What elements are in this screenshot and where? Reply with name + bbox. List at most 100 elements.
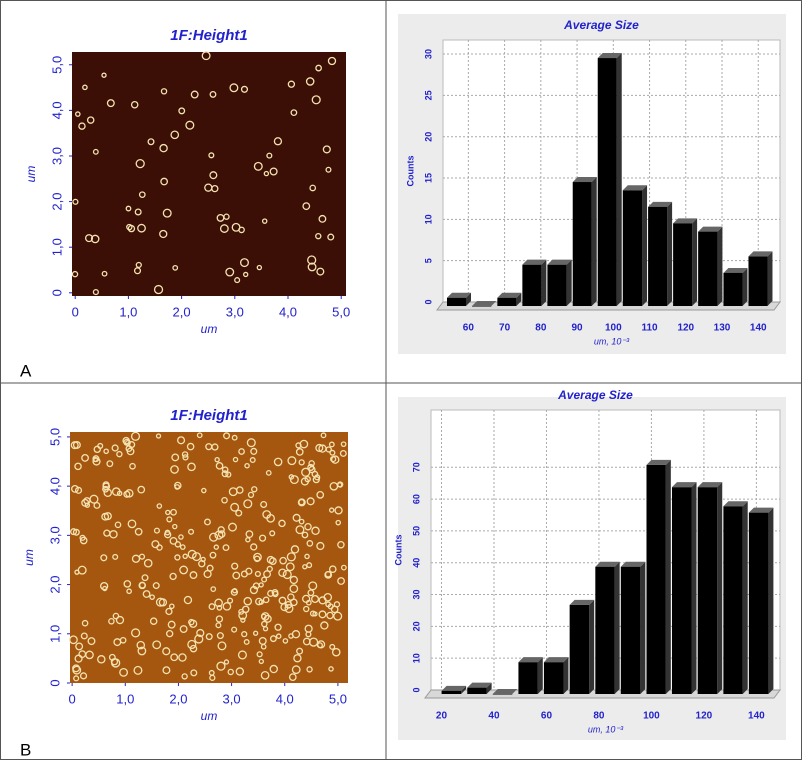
particle: [335, 519, 342, 526]
particle: [123, 580, 132, 588]
particle: [286, 552, 296, 562]
particle: [69, 635, 78, 645]
particle: [73, 675, 80, 682]
particle: [289, 584, 299, 594]
particle: [112, 612, 120, 620]
particle: [231, 434, 238, 441]
y-axis-label: um: [22, 549, 36, 566]
particle: [206, 564, 214, 572]
particle: [127, 519, 137, 529]
particle: [188, 528, 195, 535]
particle: [185, 120, 195, 130]
x-tick-label: 4,0: [279, 304, 297, 319]
particle: [92, 455, 100, 463]
particle: [115, 615, 125, 625]
y-tick-label: 70: [411, 462, 421, 472]
y-tick-label: 5: [423, 258, 433, 263]
particle: [269, 530, 276, 537]
y-tick-label: 50: [411, 526, 421, 536]
particle: [99, 581, 109, 591]
particle: [315, 64, 322, 72]
bar-side: [616, 53, 622, 306]
particle: [208, 603, 216, 611]
bar-side: [566, 259, 572, 306]
particle: [237, 650, 247, 660]
chart-title: Average Size: [563, 18, 639, 32]
particle: [223, 213, 230, 220]
particle: [230, 502, 240, 512]
particle: [165, 509, 171, 516]
particle: [216, 605, 223, 611]
bar: [748, 512, 769, 694]
bar: [472, 306, 492, 307]
particle: [217, 641, 227, 651]
particle: [160, 177, 169, 186]
particle: [189, 644, 198, 653]
particle: [187, 462, 196, 472]
bar: [497, 297, 517, 306]
y-tick-label: 30: [411, 590, 421, 600]
bar-side: [537, 657, 543, 694]
particle: [320, 621, 329, 630]
particle: [137, 223, 146, 233]
particle: [190, 669, 198, 677]
bar: [648, 206, 668, 306]
particle: [333, 611, 343, 621]
particle: [137, 646, 147, 656]
bar: [620, 566, 641, 694]
particle: [304, 522, 312, 531]
particle: [284, 600, 293, 609]
particle: [316, 490, 325, 499]
particle: [221, 466, 229, 473]
particle: [339, 449, 347, 457]
particle: [302, 594, 311, 604]
x-tick-label: 60: [541, 711, 553, 722]
particle: [269, 167, 278, 176]
particle: [253, 161, 263, 171]
particle: [174, 554, 181, 561]
x-tick-label: 110: [641, 323, 658, 334]
particle: [171, 453, 180, 462]
particle: [290, 109, 298, 116]
particle: [309, 610, 317, 617]
particle: [93, 501, 101, 509]
bar-top: [518, 657, 543, 663]
particle: [170, 653, 179, 662]
particle: [330, 455, 340, 464]
particle: [111, 444, 119, 452]
particle: [260, 670, 270, 680]
y-tick-label: 2,0: [49, 193, 64, 211]
particle: [311, 594, 320, 604]
particle: [170, 130, 180, 140]
x-tick-label: 60: [463, 323, 475, 334]
particle: [250, 543, 258, 551]
particle: [262, 596, 270, 604]
x-tick-label: 100: [605, 323, 622, 334]
particle: [325, 446, 332, 453]
particle: [112, 553, 119, 560]
particle: [261, 612, 270, 621]
particle: [323, 592, 333, 602]
particle: [271, 589, 279, 596]
particle: [308, 465, 316, 474]
x-tick-label: 3,0: [226, 304, 244, 319]
bar-top: [748, 251, 773, 257]
particle: [123, 490, 131, 498]
bar: [622, 190, 643, 306]
particle: [260, 500, 268, 509]
particle: [258, 636, 267, 645]
particle: [340, 441, 347, 448]
afm-image: [72, 52, 346, 296]
particle: [209, 551, 217, 559]
particle: [261, 218, 268, 224]
particle: [101, 270, 108, 277]
bar: [597, 58, 617, 306]
particle: [273, 457, 283, 467]
particle: [164, 529, 171, 536]
particle: [274, 623, 282, 631]
particle: [214, 457, 220, 463]
x-tick-label: 5,0: [332, 304, 350, 319]
particle: [307, 262, 317, 272]
particle: [238, 608, 245, 615]
x-tick-label: 70: [499, 323, 511, 334]
